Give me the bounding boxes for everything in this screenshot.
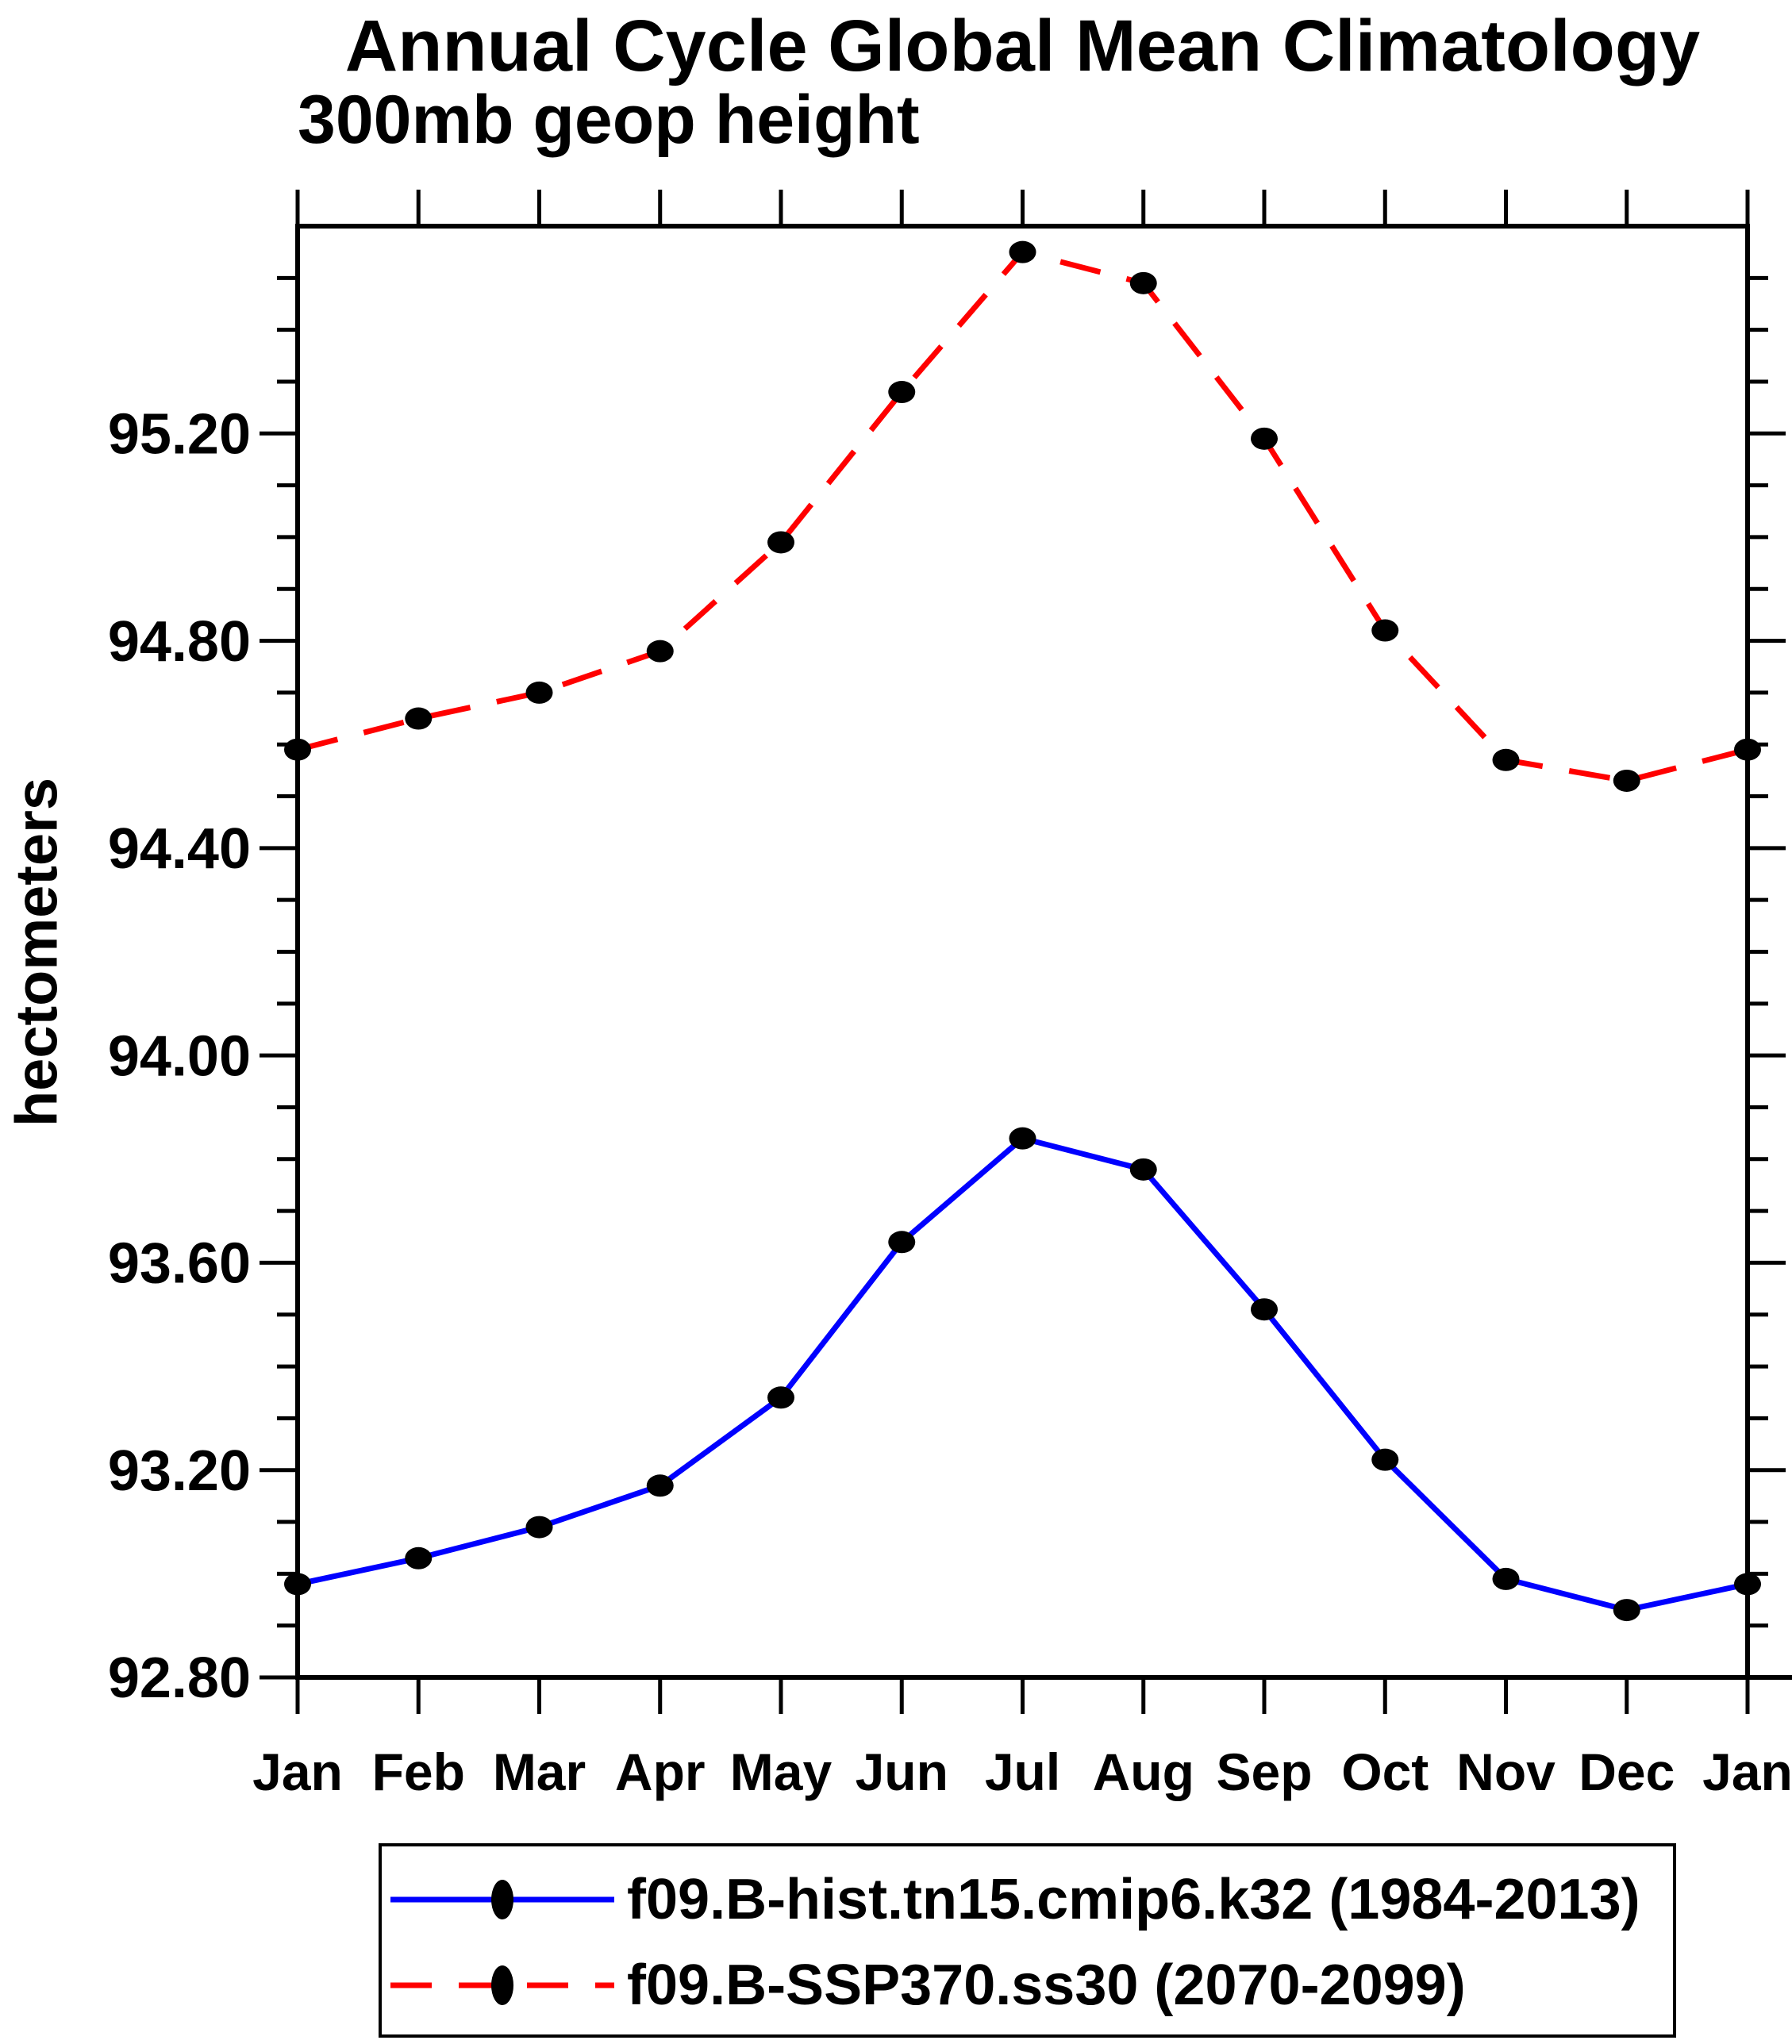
chart-subtitle: 300mb geop height	[298, 82, 920, 158]
legend	[379, 1843, 1676, 2038]
svg-text:Apr: Apr	[615, 1742, 706, 1801]
svg-text:94.80: 94.80	[108, 610, 251, 674]
svg-text:93.60: 93.60	[108, 1232, 251, 1296]
svg-text:Jun: Jun	[856, 1742, 948, 1801]
svg-text:Mar: Mar	[493, 1742, 586, 1801]
legend-line-sample-ssp370	[390, 1965, 614, 2005]
svg-text:95.20: 95.20	[108, 402, 251, 466]
legend-label-ssp370: f09.B-SSP370.ss30 (2070-2099)	[627, 1954, 1466, 2017]
svg-text:Aug: Aug	[1093, 1742, 1194, 1801]
svg-text:Sep: Sep	[1216, 1742, 1312, 1801]
svg-text:Oct: Oct	[1341, 1742, 1429, 1801]
svg-text:Nov: Nov	[1456, 1742, 1556, 1801]
svg-text:Dec: Dec	[1579, 1742, 1675, 1801]
legend-label-hist: f09.B-hist.tn15.cmip6.k32 (1984-2013)	[627, 1868, 1640, 1931]
svg-text:Feb: Feb	[372, 1742, 465, 1801]
svg-text:Jan: Jan	[1702, 1742, 1792, 1801]
svg-text:Jan: Jan	[252, 1742, 343, 1801]
svg-text:94.40: 94.40	[108, 817, 251, 881]
chart-title: Annual Cycle Global Mean Climatology	[344, 6, 1701, 86]
svg-text:Jul: Jul	[985, 1742, 1060, 1801]
svg-text:94.00: 94.00	[108, 1024, 251, 1088]
legend-line-sample-hist	[390, 1880, 614, 1919]
svg-text:93.20: 93.20	[108, 1439, 251, 1503]
svg-text:92.80: 92.80	[108, 1646, 251, 1710]
svg-text:May: May	[730, 1742, 833, 1801]
